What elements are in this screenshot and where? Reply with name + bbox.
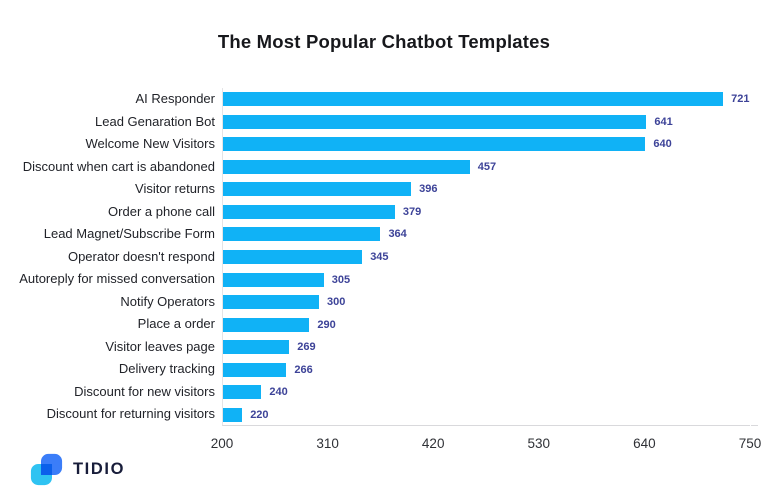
category-label-5: Order a phone call bbox=[108, 203, 215, 219]
bar-7 bbox=[223, 250, 363, 264]
value-label-7: 345 bbox=[370, 251, 389, 263]
category-label-14: Discount for returning visitors bbox=[46, 406, 215, 422]
value-label-2: 640 bbox=[653, 138, 672, 151]
category-label-2: Welcome New Visitors bbox=[85, 136, 215, 152]
bar-8 bbox=[223, 272, 324, 287]
bar-0 bbox=[223, 92, 724, 107]
category-label-4: Visitor returns bbox=[135, 181, 215, 197]
category-label-0: AI Responder bbox=[135, 91, 216, 106]
bar-6 bbox=[223, 227, 381, 242]
value-label-11: 269 bbox=[297, 341, 316, 354]
plot-area: 721 641 640 457 396 379 364 345 305 300 290 269 266 2… bbox=[222, 88, 758, 426]
category-label-11: Visitor leaves page bbox=[105, 338, 215, 354]
bar-3 bbox=[223, 159, 470, 174]
category-label-3: Discount when cart is abandoned bbox=[22, 158, 215, 174]
bar-4 bbox=[223, 182, 412, 197]
bar-1 bbox=[223, 114, 647, 129]
bar-14 bbox=[223, 407, 243, 422]
category-label-9: Notify Operators bbox=[120, 293, 215, 309]
x-tick-640: 640 bbox=[633, 436, 656, 451]
x-tick-750: 750 bbox=[738, 436, 762, 451]
value-label-10: 290 bbox=[317, 318, 336, 331]
value-label-9: 300 bbox=[327, 296, 346, 309]
value-label-6: 364 bbox=[388, 228, 407, 241]
bar-13 bbox=[223, 385, 262, 400]
chart-title: The Most Popular Chatbot Templates bbox=[217, 31, 551, 52]
category-label-7: Operator doesn't respond bbox=[67, 248, 215, 264]
x-tick-310: 310 bbox=[316, 436, 339, 451]
value-label-8: 305 bbox=[331, 273, 351, 286]
x-tick-530: 530 bbox=[527, 436, 551, 451]
category-label-10: Place a order bbox=[137, 316, 215, 332]
category-label-13: Discount for new visitors bbox=[74, 383, 215, 399]
value-label-1: 641 bbox=[654, 115, 673, 128]
value-label-0: 721 bbox=[731, 93, 750, 106]
category-label-6: Lead Magnet/Subscribe Form bbox=[43, 226, 215, 242]
x-tick-420: 420 bbox=[421, 436, 445, 451]
category-label-12: Delivery tracking bbox=[118, 361, 215, 377]
value-label-13: 240 bbox=[269, 386, 288, 399]
bar-10 bbox=[223, 317, 310, 332]
category-labels: AI Responder Lead Genaration Bot Welcome N… bbox=[0, 88, 215, 426]
tidio-logo-icon bbox=[30, 453, 63, 486]
value-label-3: 457 bbox=[477, 160, 497, 173]
bar-9 bbox=[223, 295, 319, 310]
bar-11 bbox=[223, 340, 290, 355]
tidio-logo-text: TIDIO bbox=[73, 460, 125, 478]
value-label-14: 220 bbox=[250, 408, 269, 421]
value-label-4: 396 bbox=[419, 183, 438, 196]
value-label-5: 379 bbox=[402, 205, 422, 218]
category-label-8: Autoreply for missed conversation bbox=[19, 271, 215, 287]
bar-12 bbox=[223, 362, 287, 377]
bar-5 bbox=[223, 204, 395, 219]
bar-2 bbox=[223, 137, 646, 152]
tidio-logo: TIDIO bbox=[30, 452, 125, 487]
x-axis-line-extension bbox=[751, 425, 758, 426]
x-axis: 200 310 420 530 640 750 bbox=[211, 426, 762, 456]
x-tick-200: 200 bbox=[210, 436, 234, 451]
value-label-12: 266 bbox=[294, 363, 313, 376]
category-label-1: Lead Genaration Bot bbox=[95, 113, 215, 129]
